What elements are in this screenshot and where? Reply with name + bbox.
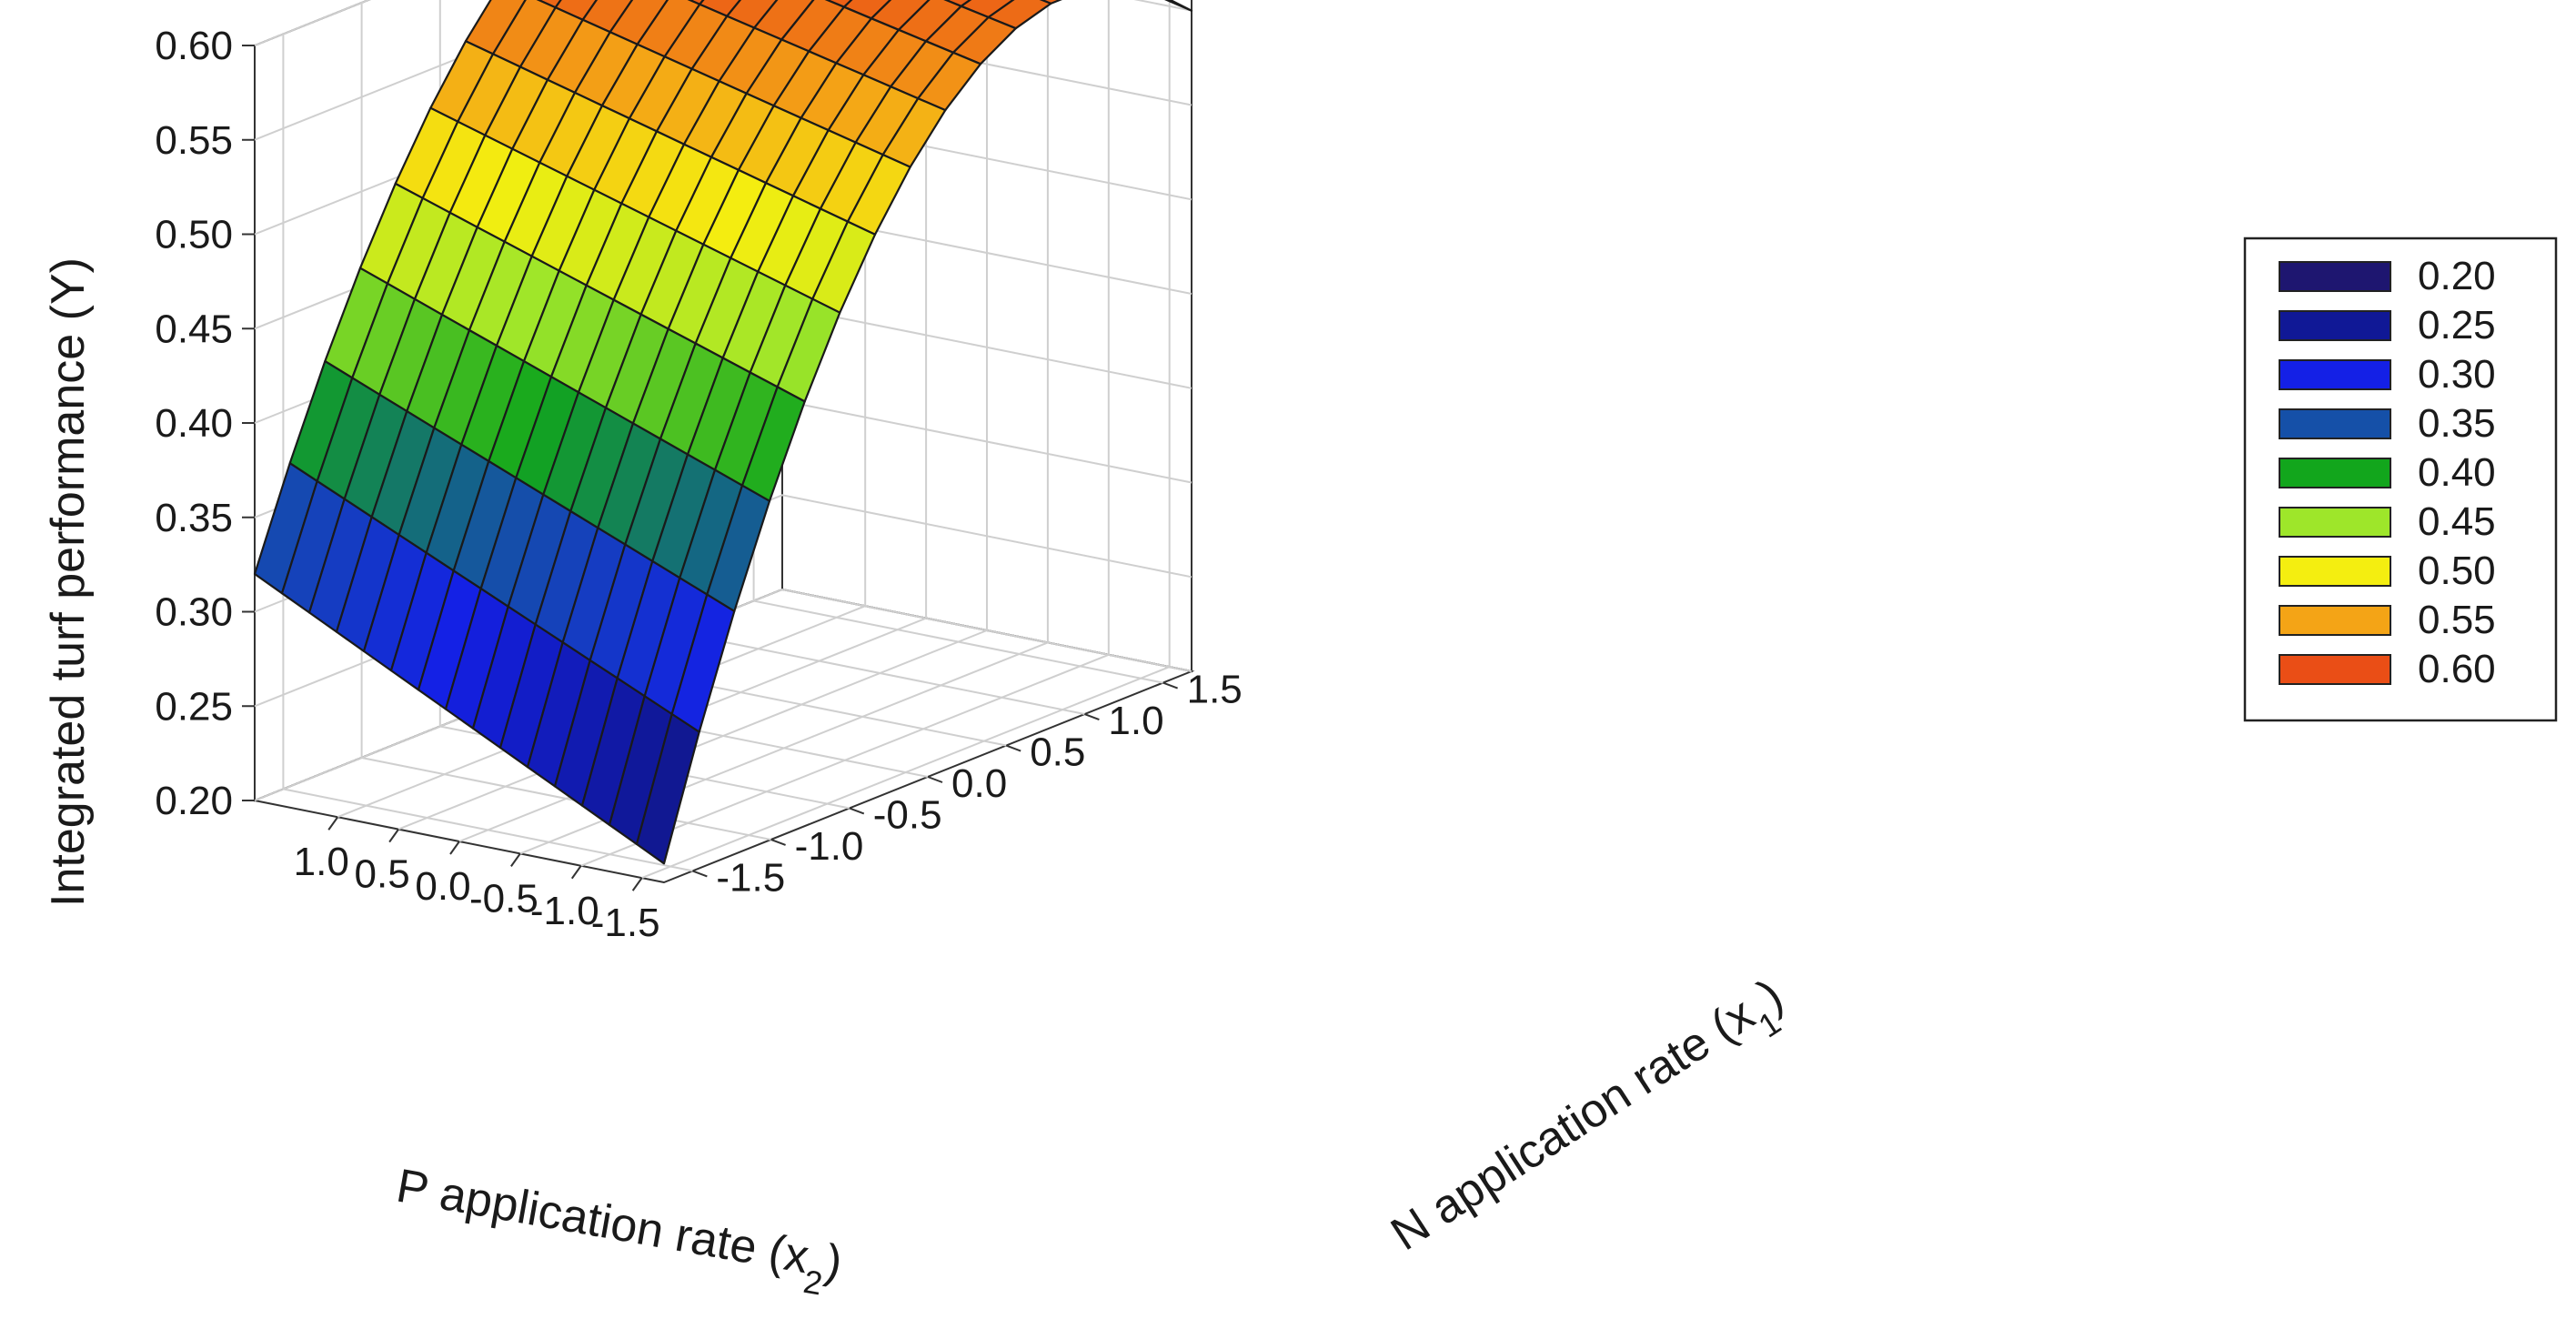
z-tick-label: 0.45 xyxy=(155,307,233,351)
y-axis-title: N application rate (x1) xyxy=(1382,969,1800,1274)
n-tick xyxy=(692,870,708,878)
legend: 0.20 0.25 0.300.350.400.45 0.50 0.55 0.60 xyxy=(2243,237,2558,722)
z-tick-label: 0.20 xyxy=(155,779,233,823)
n-tick-label: 0.0 xyxy=(951,761,1007,806)
p-tick-label: -1.5 xyxy=(591,901,660,945)
legend-swatch xyxy=(2279,654,2391,685)
surface-patch xyxy=(1164,0,1193,12)
axis-ticks: 0.200.250.300.350.400.450.500.550.601.0 0… xyxy=(155,24,1242,945)
legend-label: 0.60 xyxy=(2418,647,2496,691)
p-gridline xyxy=(641,0,1171,880)
z-tick-label: 0.30 xyxy=(155,590,233,635)
legend-swatch xyxy=(2279,556,2391,587)
n-tick-label: 1.0 xyxy=(1108,699,1163,743)
legend-label: 0.20 xyxy=(2418,254,2496,298)
p-tick xyxy=(631,877,643,891)
response-surface xyxy=(253,0,1193,865)
p-tick xyxy=(449,841,460,855)
p-tick xyxy=(510,852,521,867)
legend-label: 0.50 xyxy=(2418,549,2496,593)
legend-label: 0.35 xyxy=(2418,401,2496,446)
n-tick xyxy=(1005,744,1021,752)
n-tick-label: 1.5 xyxy=(1187,668,1243,712)
z-tick-label: 0.35 xyxy=(155,496,233,540)
x-axis-title: P application rate (x2) xyxy=(390,1160,846,1304)
n-tick-label: 0.5 xyxy=(1030,730,1085,775)
legend-label: 0.45 xyxy=(2418,499,2496,544)
n-tick xyxy=(927,776,943,783)
legend-swatch xyxy=(2279,261,2391,292)
z-tick-label: 0.40 xyxy=(155,401,233,446)
z-tick-label: 0.60 xyxy=(155,24,233,68)
n-tick xyxy=(770,839,786,846)
p-tick xyxy=(388,829,399,843)
p-tick-label: -1.0 xyxy=(530,889,599,933)
n-tick-label: -1.0 xyxy=(795,824,864,869)
surface-patch xyxy=(635,712,700,865)
z-axis-title: Integrated turf performance (Y) xyxy=(42,257,95,907)
p-gridline xyxy=(580,0,1110,867)
z-tick-label: 0.55 xyxy=(155,118,233,163)
n-tick xyxy=(1162,681,1178,690)
legend-label: 0.25 xyxy=(2418,303,2496,347)
legend-label: 0.30 xyxy=(2418,352,2496,397)
p-gridline xyxy=(519,0,1049,855)
p-tick-label: 0.5 xyxy=(355,852,410,897)
p-tick-label: 1.0 xyxy=(294,840,349,884)
n-tick-label: -0.5 xyxy=(873,792,942,837)
z-tick-label: 0.50 xyxy=(155,213,233,257)
legend-swatch xyxy=(2279,310,2391,341)
p-tick xyxy=(327,816,339,831)
n-tick-label: -1.5 xyxy=(716,855,785,900)
p-tick xyxy=(570,865,582,880)
legend-swatch xyxy=(2279,507,2391,538)
legend-swatch xyxy=(2279,359,2391,390)
n-tick xyxy=(849,807,865,815)
p-tick-label: 0.0 xyxy=(415,864,470,909)
z-gridline xyxy=(254,588,1192,801)
z-tick-label: 0.25 xyxy=(155,684,233,729)
legend-label: 0.55 xyxy=(2418,598,2496,642)
n-gridline xyxy=(282,34,693,872)
legend-swatch xyxy=(2279,605,2391,636)
z-gridline xyxy=(254,0,1192,141)
p-tick-label: -0.5 xyxy=(469,876,538,921)
legend-swatch xyxy=(2279,408,2391,439)
n-tick xyxy=(1084,713,1100,720)
legend-label: 0.40 xyxy=(2418,450,2496,495)
legend-swatch xyxy=(2279,458,2391,488)
